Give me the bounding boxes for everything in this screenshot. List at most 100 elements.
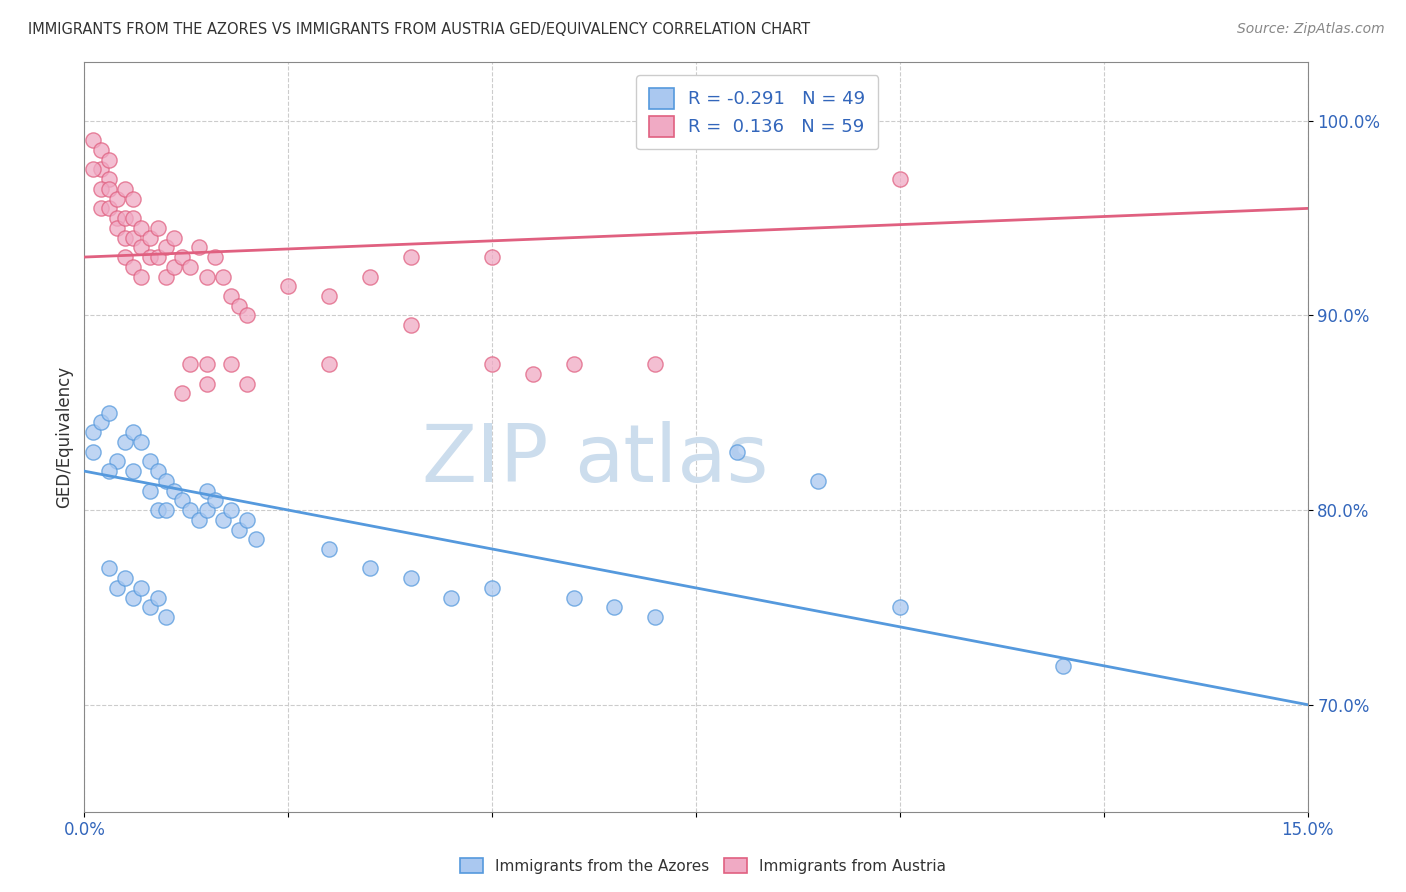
Point bbox=[146, 250, 169, 264]
Point bbox=[204, 250, 226, 264]
Point bbox=[163, 483, 186, 498]
Point bbox=[105, 581, 128, 595]
Text: ZIP: ZIP bbox=[422, 420, 550, 499]
Point bbox=[889, 600, 911, 615]
Point bbox=[318, 289, 340, 303]
Point bbox=[155, 474, 177, 488]
Point bbox=[318, 541, 340, 556]
Point bbox=[114, 182, 136, 196]
Point bbox=[138, 454, 160, 468]
Text: IMMIGRANTS FROM THE AZORES VS IMMIGRANTS FROM AUSTRIA GED/EQUIVALENCY CORRELATIO: IMMIGRANTS FROM THE AZORES VS IMMIGRANTS… bbox=[28, 22, 810, 37]
Point bbox=[131, 581, 153, 595]
Point bbox=[155, 269, 177, 284]
Point bbox=[195, 269, 218, 284]
Point bbox=[97, 153, 120, 167]
Point bbox=[195, 483, 218, 498]
Point bbox=[131, 269, 153, 284]
Point bbox=[807, 474, 830, 488]
Point bbox=[105, 211, 128, 226]
Point bbox=[97, 561, 120, 575]
Point bbox=[359, 269, 381, 284]
Text: atlas: atlas bbox=[574, 420, 768, 499]
Point bbox=[236, 513, 259, 527]
Point bbox=[114, 211, 136, 226]
Point bbox=[105, 454, 128, 468]
Point bbox=[122, 464, 145, 478]
Point bbox=[131, 220, 153, 235]
Point bbox=[146, 503, 169, 517]
Point bbox=[90, 416, 112, 430]
Point bbox=[131, 434, 153, 449]
Point bbox=[236, 376, 259, 391]
Point bbox=[195, 357, 218, 371]
Point bbox=[138, 483, 160, 498]
Point bbox=[195, 376, 218, 391]
Point bbox=[522, 367, 544, 381]
Point bbox=[172, 493, 194, 508]
Point bbox=[122, 230, 145, 244]
Point bbox=[97, 182, 120, 196]
Point bbox=[105, 192, 128, 206]
Point bbox=[163, 260, 186, 274]
Point bbox=[172, 386, 194, 401]
Point bbox=[685, 814, 707, 829]
Point bbox=[644, 610, 666, 624]
Point bbox=[97, 464, 120, 478]
Point bbox=[122, 211, 145, 226]
Point bbox=[138, 230, 160, 244]
Point bbox=[399, 250, 422, 264]
Point bbox=[228, 299, 250, 313]
Point bbox=[82, 162, 104, 177]
Point bbox=[138, 250, 160, 264]
Point bbox=[114, 434, 136, 449]
Point bbox=[138, 600, 160, 615]
Point bbox=[481, 357, 503, 371]
Point bbox=[219, 503, 242, 517]
Point bbox=[399, 571, 422, 585]
Point bbox=[155, 503, 177, 517]
Point bbox=[204, 493, 226, 508]
Point bbox=[172, 250, 194, 264]
Point bbox=[195, 503, 218, 517]
Point bbox=[399, 318, 422, 333]
Point bbox=[228, 523, 250, 537]
Point bbox=[179, 357, 201, 371]
Point bbox=[131, 240, 153, 254]
Point bbox=[97, 202, 120, 216]
Point bbox=[277, 279, 299, 293]
Point bbox=[114, 571, 136, 585]
Point bbox=[114, 250, 136, 264]
Point bbox=[114, 230, 136, 244]
Point bbox=[146, 591, 169, 605]
Point bbox=[725, 444, 748, 458]
Point bbox=[90, 182, 112, 196]
Y-axis label: GED/Equivalency: GED/Equivalency bbox=[55, 366, 73, 508]
Point bbox=[146, 464, 169, 478]
Point bbox=[481, 581, 503, 595]
Point bbox=[82, 133, 104, 147]
Point bbox=[212, 513, 235, 527]
Point bbox=[187, 513, 209, 527]
Point bbox=[163, 230, 186, 244]
Point bbox=[122, 192, 145, 206]
Point bbox=[155, 610, 177, 624]
Point bbox=[562, 357, 585, 371]
Point bbox=[212, 269, 235, 284]
Point bbox=[245, 533, 267, 547]
Point bbox=[90, 202, 112, 216]
Point bbox=[82, 444, 104, 458]
Point bbox=[97, 406, 120, 420]
Point bbox=[481, 250, 503, 264]
Point bbox=[122, 425, 145, 440]
Point bbox=[562, 591, 585, 605]
Legend: Immigrants from the Azores, Immigrants from Austria: Immigrants from the Azores, Immigrants f… bbox=[454, 852, 952, 880]
Point bbox=[440, 591, 463, 605]
Point bbox=[105, 220, 128, 235]
Point bbox=[90, 143, 112, 157]
Point bbox=[318, 357, 340, 371]
Point bbox=[187, 240, 209, 254]
Point bbox=[179, 260, 201, 274]
Point bbox=[90, 162, 112, 177]
Text: Source: ZipAtlas.com: Source: ZipAtlas.com bbox=[1237, 22, 1385, 37]
Point bbox=[236, 309, 259, 323]
